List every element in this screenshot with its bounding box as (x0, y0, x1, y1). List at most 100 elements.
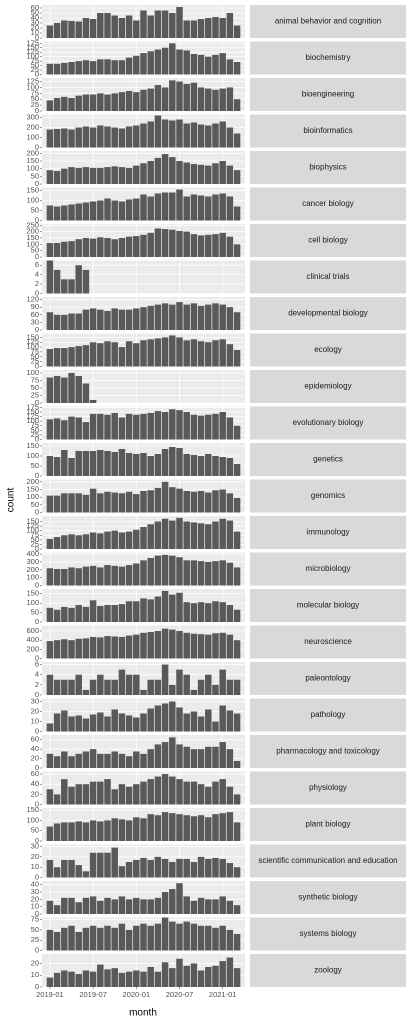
bar (75, 902, 82, 914)
y-tick-label: 25 (31, 430, 39, 439)
bar (133, 717, 140, 732)
bar (104, 969, 111, 987)
bar (183, 746, 190, 768)
bar (190, 455, 198, 476)
x-tick-label: 2019-01 (36, 990, 64, 999)
bar (233, 867, 241, 878)
y-tick-label: 0 (35, 471, 39, 480)
bar (183, 560, 190, 586)
y-tick-label: 125 (26, 337, 39, 346)
y-tick-label: 100 (26, 815, 39, 824)
bar (68, 62, 75, 75)
bar (125, 167, 133, 184)
bar (68, 204, 75, 221)
y-tick-label: 0 (35, 580, 39, 589)
bar (75, 167, 82, 184)
strip (250, 260, 406, 294)
strip-label: cancer biology (302, 199, 354, 208)
bar (212, 490, 219, 513)
bar (133, 529, 140, 549)
y-tick-label: 175 (26, 38, 39, 47)
bar (46, 538, 54, 549)
bar (46, 260, 54, 294)
bar (133, 563, 140, 586)
bar (190, 414, 198, 440)
bar (183, 454, 190, 476)
bar (118, 604, 126, 622)
bar (219, 160, 226, 184)
bar (89, 451, 97, 476)
bar (147, 631, 154, 659)
bar (197, 561, 205, 586)
bar (219, 705, 226, 732)
bar (183, 602, 190, 622)
bar (125, 601, 133, 622)
bar (233, 99, 241, 111)
bar (75, 313, 82, 330)
bar (140, 234, 147, 257)
bar (197, 925, 205, 951)
bar (118, 784, 126, 805)
y-tick-label: 0 (35, 653, 39, 662)
bar (53, 376, 61, 403)
bar (219, 602, 226, 622)
bar (125, 820, 133, 841)
bar (125, 531, 133, 549)
bar (104, 605, 111, 622)
bar (212, 927, 219, 951)
bar (154, 85, 162, 111)
bar (140, 89, 147, 111)
bar (140, 923, 147, 951)
bar (161, 774, 169, 805)
bar (161, 664, 169, 695)
bar (147, 814, 154, 841)
bar (82, 126, 90, 148)
bar (61, 420, 68, 440)
bar (190, 963, 198, 987)
bar (197, 491, 205, 513)
strip-label: epidemiology (304, 382, 351, 391)
bar (89, 94, 97, 111)
bar (183, 162, 190, 184)
bar (183, 340, 190, 367)
strip-label: microbiology (306, 564, 351, 573)
bar (68, 897, 75, 914)
bar (68, 716, 75, 732)
strip (250, 5, 406, 38)
bar (68, 859, 75, 878)
bar (176, 669, 183, 695)
bar (161, 590, 169, 622)
bar (133, 414, 140, 440)
bar (226, 520, 234, 549)
bar (118, 819, 126, 841)
bar (61, 710, 68, 732)
y-tick-label: 50 (31, 500, 39, 509)
bar (97, 900, 104, 914)
bar (133, 817, 140, 841)
y-tick-label: 75 (31, 347, 39, 356)
x-tick-label: 2020-01 (123, 990, 151, 999)
bar (190, 711, 198, 732)
bar (212, 89, 219, 111)
bar (61, 859, 68, 878)
bar (183, 921, 190, 951)
bar (161, 858, 169, 878)
bar (61, 679, 68, 695)
strip-label: synthetic biology (298, 893, 357, 902)
strip-label: systems biology (300, 929, 357, 938)
bar (68, 241, 75, 257)
bar (219, 779, 226, 805)
bar (233, 497, 241, 513)
bar (154, 776, 162, 805)
bar (82, 451, 90, 476)
bar (147, 160, 154, 184)
bar (61, 606, 68, 622)
bar (89, 342, 97, 367)
bar (226, 710, 234, 732)
bar (197, 305, 205, 330)
bar (46, 826, 54, 841)
bar (183, 196, 190, 221)
strip-label: genetics (313, 455, 343, 464)
bar (97, 605, 104, 622)
bar (161, 742, 169, 768)
